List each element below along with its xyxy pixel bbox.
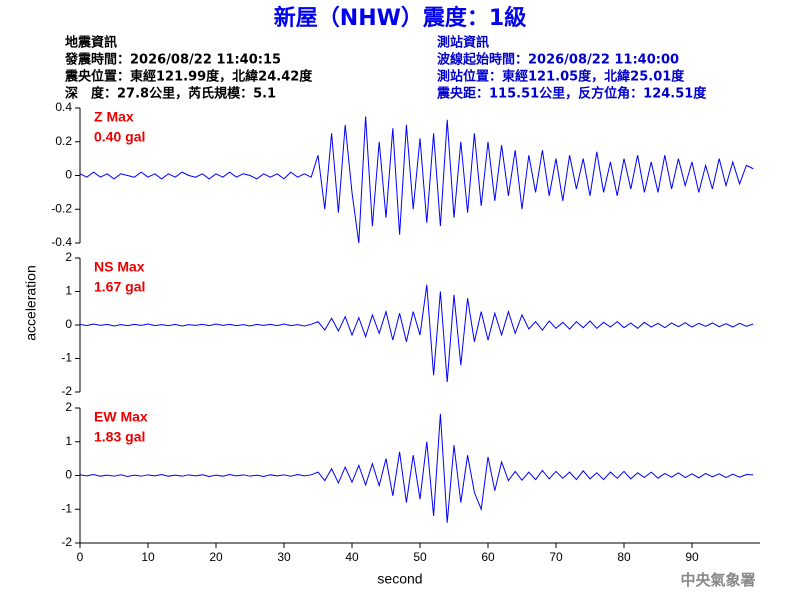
y-tick-label: -2 (61, 535, 72, 549)
x-tick-label: 10 (141, 550, 155, 564)
y-axis-label: acceleration (23, 265, 39, 341)
waveform (79, 284, 754, 382)
x-tick-label: 50 (413, 550, 427, 564)
watermark: 中央氣象署 (680, 571, 755, 589)
x-tick-label: 90 (685, 550, 699, 564)
y-tick-label: 0.4 (55, 100, 72, 114)
title: 新屋（NHW）震度：1級 (274, 5, 526, 31)
annotation: EW Max (94, 409, 148, 425)
waveform (79, 413, 754, 523)
annotation: 1.67 gal (94, 279, 145, 295)
station-info: 測站位置：東經121.05度，北緯25.01度 (437, 69, 685, 85)
earthquake-info: 深 度：27.8公里，芮氏規模：5.1 (65, 86, 276, 102)
y-tick-label: 2 (65, 400, 72, 414)
annotation: NS Max (94, 259, 145, 275)
station-info: 波線起始時間：2026/08/22 11:40:00 (437, 52, 679, 68)
y-tick-label: -1 (61, 351, 72, 365)
y-tick-label: 0 (65, 168, 72, 182)
station-info: 震央距：115.51公里，反方位角：124.51度 (436, 86, 707, 102)
x-tick-label: 80 (617, 550, 631, 564)
x-axis-label: second (377, 571, 422, 587)
x-tick-label: 60 (481, 550, 495, 564)
earthquake-info: 發震時間：2026/08/22 11:40:15 (64, 52, 281, 68)
station-info: 測站資訊 (437, 35, 489, 51)
y-tick-label: -2 (61, 384, 72, 398)
annotation: 1.83 gal (94, 429, 145, 445)
y-tick-label: -0.4 (51, 235, 72, 249)
y-tick-label: 2 (65, 250, 72, 264)
x-tick-label: 20 (209, 550, 223, 564)
earthquake-info: 地震資訊 (65, 35, 117, 51)
y-tick-label: 1 (65, 284, 72, 298)
waveform (79, 116, 754, 244)
y-tick-label: -0.2 (51, 201, 72, 215)
x-tick-label: 0 (77, 550, 84, 564)
annotation: 0.40 gal (94, 129, 145, 145)
y-tick-label: 0 (65, 468, 72, 482)
earthquake-info: 震央位置：東經121.99度，北緯24.42度 (64, 69, 313, 85)
x-tick-label: 40 (345, 550, 359, 564)
y-tick-label: -1 (61, 501, 72, 515)
y-tick-label: 0.2 (55, 134, 72, 148)
x-tick-label: 70 (549, 550, 563, 564)
x-tick-label: 30 (277, 550, 291, 564)
y-tick-label: 1 (65, 434, 72, 448)
y-tick-label: 0 (65, 317, 72, 331)
annotation: Z Max (94, 109, 134, 125)
